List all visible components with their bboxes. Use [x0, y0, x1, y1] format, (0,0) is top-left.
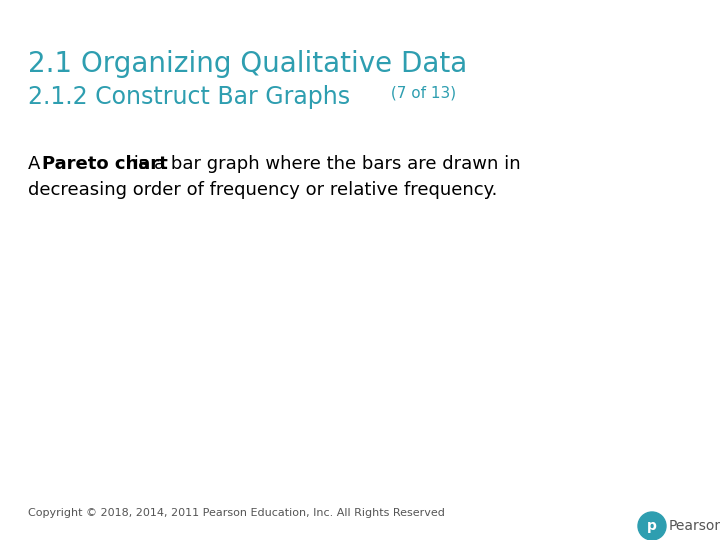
Text: p: p — [647, 519, 657, 533]
Text: (7 of 13): (7 of 13) — [386, 85, 456, 100]
Text: Pearson: Pearson — [669, 519, 720, 533]
Circle shape — [638, 512, 666, 540]
Text: Copyright © 2018, 2014, 2011 Pearson Education, Inc. All Rights Reserved: Copyright © 2018, 2014, 2011 Pearson Edu… — [28, 508, 445, 518]
Text: Pareto chart: Pareto chart — [42, 155, 168, 173]
Text: decreasing order of frequency or relative frequency.: decreasing order of frequency or relativ… — [28, 181, 498, 199]
Text: is a bar graph where the bars are drawn in: is a bar graph where the bars are drawn … — [128, 155, 521, 173]
Text: 2.1.2 Construct Bar Graphs: 2.1.2 Construct Bar Graphs — [28, 85, 350, 109]
Text: A: A — [28, 155, 46, 173]
Text: 2.1 Organizing Qualitative Data: 2.1 Organizing Qualitative Data — [28, 50, 467, 78]
